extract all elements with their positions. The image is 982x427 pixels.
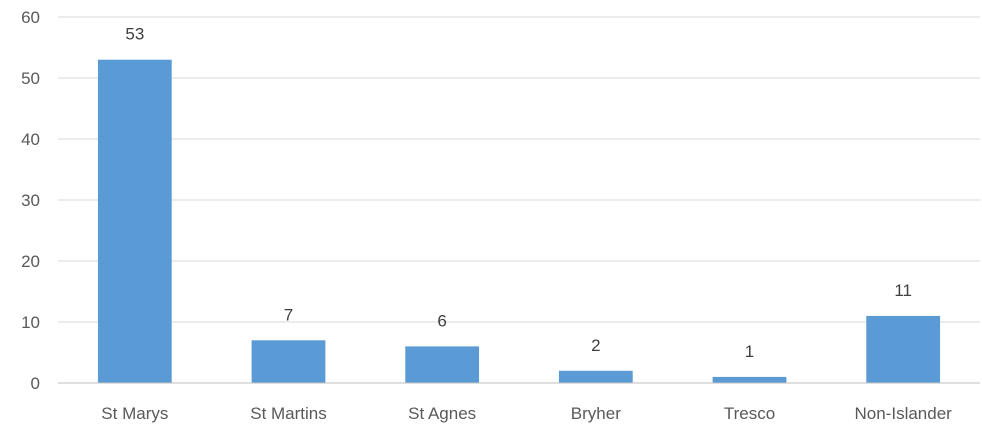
category-label: Tresco (724, 404, 775, 423)
y-tick-label: 0 (31, 374, 40, 393)
y-tick-label: 20 (21, 252, 40, 271)
bar (97, 59, 172, 383)
data-label: 7 (284, 305, 293, 324)
category-label: St Martins (250, 404, 327, 423)
y-tick-label: 50 (21, 69, 40, 88)
category-label: St Agnes (408, 404, 476, 423)
data-label: 6 (437, 311, 446, 330)
category-label: Bryher (571, 404, 621, 423)
y-tick-label: 40 (21, 130, 40, 149)
bar (712, 376, 787, 383)
y-tick-label: 60 (21, 8, 40, 27)
category-label: Non-Islander (855, 404, 953, 423)
y-tick-label: 10 (21, 313, 40, 332)
bar (405, 346, 480, 383)
bar (866, 315, 941, 383)
data-label: 11 (894, 281, 912, 300)
data-label: 2 (591, 336, 600, 355)
bar (558, 370, 633, 383)
y-tick-label: 30 (21, 191, 40, 210)
x-axis-category-labels: St Marys St Martins St Agnes Bryher Tresco No… (101, 404, 952, 423)
category-label: St Marys (101, 404, 168, 423)
y-axis-tick-labels: 0 10 20 30 40 50 60 (21, 8, 40, 393)
data-label: 53 (125, 25, 144, 44)
data-label: 1 (745, 342, 754, 361)
data-labels: 537 62 111 (125, 25, 912, 361)
gridlines (58, 16, 980, 323)
bar (251, 340, 326, 383)
bars (97, 59, 941, 383)
